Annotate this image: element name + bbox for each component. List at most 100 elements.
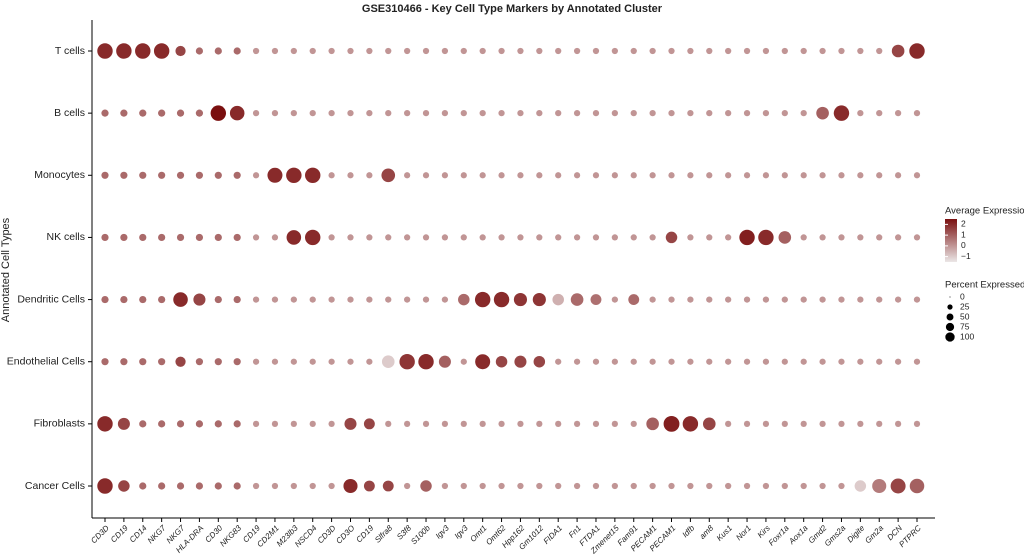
- dot: [101, 358, 109, 366]
- dot: [592, 47, 600, 55]
- size-legend-dot: [947, 304, 953, 310]
- dot: [176, 171, 185, 179]
- dot: [385, 110, 392, 117]
- dot: [611, 420, 618, 427]
- dot: [876, 358, 883, 365]
- dot: [687, 110, 694, 117]
- dot: [158, 358, 166, 366]
- dot: [816, 106, 829, 120]
- dot: [366, 47, 373, 55]
- dot: [214, 233, 222, 242]
- dot: [894, 296, 902, 303]
- dot: [382, 480, 394, 492]
- dot: [120, 358, 128, 366]
- dot: [271, 234, 279, 241]
- dot: [819, 47, 826, 55]
- dot: [438, 355, 451, 368]
- y-tick-label: Fibroblasts: [34, 418, 85, 430]
- dot: [479, 420, 486, 427]
- dot: [913, 234, 921, 241]
- dot: [819, 296, 826, 303]
- dot: [422, 296, 430, 303]
- dot: [800, 358, 807, 365]
- dot: [630, 420, 637, 427]
- dot: [286, 230, 302, 245]
- dot: [857, 110, 864, 117]
- dot: [778, 231, 792, 244]
- dot: [668, 296, 675, 303]
- dot: [838, 482, 845, 490]
- dot: [758, 229, 774, 246]
- x-tick-label: Idfb: [681, 523, 697, 539]
- dot: [532, 293, 546, 307]
- dot: [517, 482, 524, 490]
- dot: [592, 172, 600, 179]
- dot: [536, 234, 543, 241]
- dot: [422, 47, 430, 55]
- dot: [592, 234, 600, 241]
- y-tick-label: Monocytes: [34, 169, 85, 181]
- dot: [309, 482, 316, 490]
- dot: [838, 234, 845, 241]
- dot: [570, 293, 584, 306]
- dot: [498, 110, 505, 117]
- dot: [573, 358, 581, 365]
- dot: [460, 234, 467, 241]
- dot: [630, 234, 637, 241]
- dot: [366, 234, 373, 241]
- dot: [909, 43, 925, 59]
- dot: [479, 47, 486, 55]
- dot: [422, 420, 430, 427]
- dot: [687, 482, 694, 490]
- dot: [876, 47, 883, 55]
- dot: [649, 358, 656, 365]
- dot: [328, 296, 335, 303]
- dot: [120, 109, 128, 117]
- dot: [158, 482, 166, 490]
- dot: [592, 482, 600, 490]
- dot: [101, 295, 109, 304]
- dot: [158, 109, 166, 117]
- dot: [271, 358, 279, 365]
- dot: [441, 296, 449, 303]
- dot: [649, 110, 656, 117]
- dot: [800, 172, 807, 179]
- y-tick-label: Dendritic Cells: [17, 293, 85, 305]
- size-legend-label: 75: [960, 321, 970, 331]
- dot: [725, 482, 732, 490]
- dot: [363, 480, 375, 492]
- dot: [176, 233, 185, 242]
- dot: [876, 172, 883, 179]
- dot: [117, 417, 130, 430]
- dot: [422, 172, 430, 179]
- y-tick-label: Cancer Cells: [25, 480, 85, 492]
- dot: [214, 171, 222, 179]
- dot: [876, 296, 883, 303]
- dot: [120, 233, 128, 242]
- dot: [725, 296, 732, 303]
- dot: [725, 420, 732, 427]
- dot: [706, 358, 713, 365]
- dot: [460, 420, 467, 427]
- dot: [195, 109, 204, 117]
- dot: [214, 420, 222, 428]
- dot: [536, 47, 543, 55]
- dot: [781, 482, 788, 490]
- x-tick-label: Slfra8: [373, 523, 395, 545]
- dot: [687, 47, 694, 55]
- dot: [857, 234, 864, 241]
- dot: [343, 478, 358, 494]
- dot: [404, 110, 411, 117]
- dot: [762, 296, 770, 303]
- dot: [517, 420, 524, 427]
- dot: [290, 296, 297, 303]
- dot: [706, 296, 713, 303]
- dot: [611, 47, 618, 55]
- dot: [555, 420, 562, 427]
- dot: [195, 482, 204, 490]
- dot: [385, 420, 392, 427]
- dot: [781, 358, 788, 365]
- size-legend-dot: [945, 322, 955, 332]
- dot: [252, 482, 260, 490]
